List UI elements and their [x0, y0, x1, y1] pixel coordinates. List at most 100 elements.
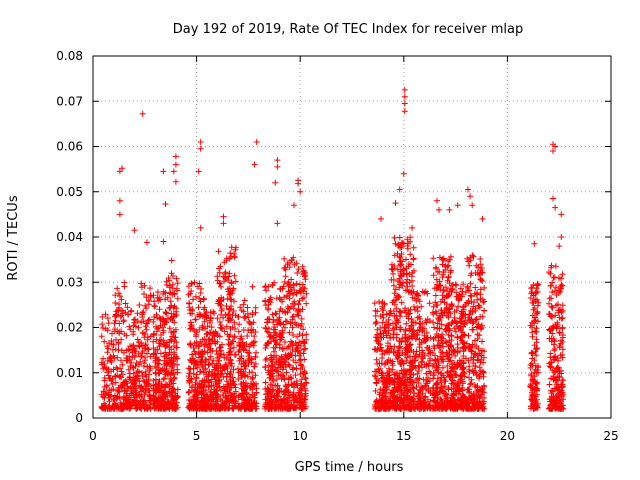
data-point — [467, 280, 474, 287]
data-point — [286, 281, 293, 288]
data-point — [229, 338, 236, 345]
data-point — [117, 313, 124, 320]
data-point — [297, 392, 304, 399]
data-point — [122, 378, 129, 385]
data-point — [286, 362, 293, 369]
data-point — [136, 368, 142, 375]
data-point — [291, 202, 297, 209]
y-tick-label: 0.04 — [56, 230, 83, 244]
data-point — [286, 329, 293, 336]
data-point — [274, 220, 281, 227]
data-point — [295, 301, 302, 308]
data-point — [252, 329, 259, 335]
data-point — [126, 374, 133, 380]
data-point — [170, 273, 176, 279]
data-point — [143, 239, 150, 246]
data-point — [167, 375, 174, 382]
data-point — [131, 227, 138, 234]
data-point — [163, 390, 170, 397]
data-point — [282, 324, 288, 331]
data-point — [138, 393, 145, 400]
data-point — [411, 303, 417, 310]
data-point — [118, 336, 125, 343]
data-point — [221, 385, 228, 392]
data-point — [100, 325, 106, 331]
data-point — [214, 315, 221, 322]
data-point — [531, 240, 538, 247]
data-point — [294, 270, 301, 276]
data-point — [166, 325, 173, 332]
data-point — [232, 351, 239, 358]
data-point — [438, 349, 445, 355]
data-point — [103, 382, 110, 389]
data-point — [293, 321, 300, 328]
y-tick-label: 0.08 — [56, 49, 83, 63]
data-point — [131, 354, 138, 360]
data-point — [230, 366, 237, 373]
data-point — [430, 272, 437, 279]
data-point — [117, 365, 124, 372]
data-point — [138, 280, 145, 287]
data-point — [374, 360, 381, 367]
data-point — [170, 329, 177, 336]
data-point — [285, 288, 292, 295]
data-point — [129, 364, 136, 371]
data-point — [136, 361, 142, 368]
data-point — [244, 304, 251, 311]
data-point — [170, 380, 177, 387]
data-point — [216, 280, 223, 287]
data-point — [197, 298, 204, 305]
data-point — [152, 369, 159, 376]
data-point — [131, 394, 137, 401]
data-point — [101, 377, 108, 384]
data-point — [290, 305, 297, 312]
data-point — [277, 296, 284, 303]
data-point — [145, 297, 152, 304]
data-point — [280, 321, 287, 328]
y-tick-label: 0.02 — [56, 321, 83, 335]
data-point — [274, 397, 281, 403]
data-point — [287, 320, 294, 327]
data-point — [191, 340, 198, 347]
data-point — [252, 304, 259, 311]
data-point — [216, 376, 223, 383]
data-point — [205, 384, 212, 391]
data-point — [197, 368, 204, 375]
data-point — [298, 362, 305, 369]
data-point — [235, 394, 242, 401]
data-point — [136, 343, 143, 350]
data-point — [228, 316, 234, 323]
data-point — [127, 363, 134, 370]
data-point — [249, 310, 256, 316]
data-point — [262, 324, 269, 331]
data-point — [235, 348, 242, 355]
data-point — [206, 356, 213, 363]
data-point — [252, 372, 259, 379]
data-point — [100, 393, 106, 400]
data-point — [226, 270, 233, 277]
data-point — [136, 378, 143, 385]
data-point — [265, 339, 272, 346]
data-point — [142, 330, 149, 337]
data-point — [98, 359, 105, 366]
data-point — [248, 329, 255, 336]
data-point — [477, 256, 484, 262]
data-point — [201, 304, 208, 311]
data-point — [284, 405, 291, 412]
data-point — [250, 342, 257, 349]
data-point — [105, 372, 112, 379]
data-point — [289, 324, 296, 331]
data-point — [104, 349, 111, 356]
data-point — [231, 250, 238, 257]
data-point — [273, 295, 280, 302]
data-point — [217, 387, 224, 394]
data-point — [268, 405, 275, 412]
data-point — [199, 391, 205, 398]
data-point — [195, 304, 202, 311]
data-point — [173, 344, 180, 351]
data-point — [210, 373, 217, 380]
data-point — [226, 389, 233, 396]
data-point — [139, 373, 146, 380]
data-point — [126, 356, 133, 363]
data-point — [235, 400, 242, 407]
